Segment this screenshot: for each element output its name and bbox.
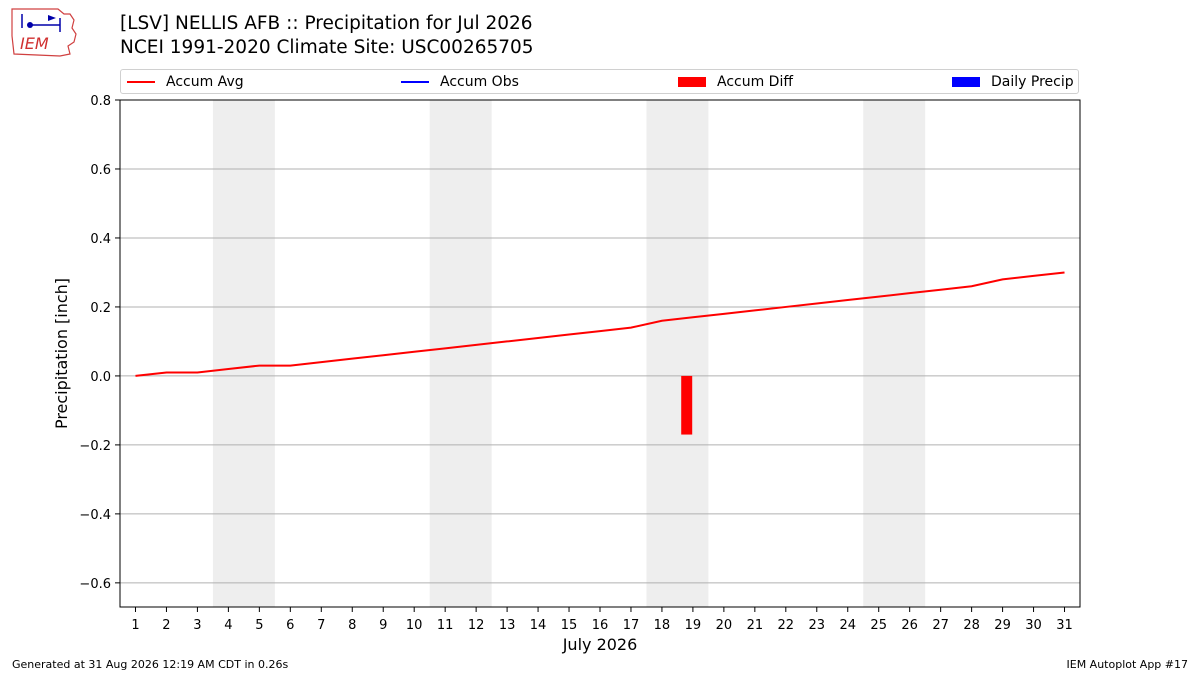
legend-swatch-accum-obs bbox=[401, 80, 429, 83]
x-tick-label: 31 bbox=[1056, 618, 1073, 633]
x-tick-label: 30 bbox=[1025, 618, 1042, 633]
x-tick-label: 26 bbox=[901, 618, 918, 633]
legend-item-daily-precip: Daily Precip bbox=[952, 70, 1074, 93]
weekend-band-0 bbox=[212, 100, 275, 607]
y-axis-label: Precipitation [inch] bbox=[52, 278, 71, 429]
weekend-band-2 bbox=[646, 100, 709, 607]
y-tick-label: 0.0 bbox=[90, 370, 111, 385]
legend-swatch-accum-avg bbox=[127, 80, 155, 83]
title-line-2: NCEI 1991-2020 Climate Site: USC00265705 bbox=[120, 37, 534, 58]
x-tick-label: 28 bbox=[963, 618, 980, 633]
footer-app: IEM Autoplot App #17 bbox=[1066, 658, 1189, 671]
x-tick-label: 11 bbox=[437, 618, 454, 633]
x-tick-label: 18 bbox=[654, 618, 671, 633]
legend-label-accum-obs: Accum Obs bbox=[440, 73, 519, 90]
accum-diff-bars bbox=[681, 375, 693, 435]
x-tick-label: 6 bbox=[286, 618, 294, 633]
x-axis: 1 2 3 4 5 6 7 8 9 10 11 12 13 14 15 16 17 18 19 20 21 22 23 24 2… bbox=[131, 607, 1073, 633]
x-tick-label: 24 bbox=[839, 618, 856, 633]
title-line-1: [LSV] NELLIS AFB :: Precipitation for Ju… bbox=[120, 13, 533, 34]
iem-logo-icon: IEM bbox=[11, 8, 77, 57]
x-tick-label: 27 bbox=[932, 618, 949, 633]
x-tick-label: 10 bbox=[406, 618, 423, 633]
legend-label-accum-diff: Accum Diff bbox=[717, 73, 794, 90]
x-tick-label: 4 bbox=[224, 618, 232, 633]
y-tick-label: 0.6 bbox=[90, 163, 111, 178]
y-tick-label: 0.2 bbox=[90, 301, 111, 316]
legend-swatch-daily-precip bbox=[952, 76, 980, 87]
x-tick-label: 1 bbox=[131, 618, 139, 633]
x-tick-label: 16 bbox=[592, 618, 609, 633]
y-tick-label: 0.8 bbox=[90, 94, 111, 109]
x-tick-label: 5 bbox=[255, 618, 263, 633]
x-tick-label: 3 bbox=[193, 618, 201, 633]
iem-logo: IEM bbox=[8, 6, 80, 58]
legend-label-daily-precip: Daily Precip bbox=[991, 73, 1074, 90]
x-tick-label: 19 bbox=[685, 618, 702, 633]
x-tick-label: 7 bbox=[317, 618, 325, 633]
chart-title: [LSV] NELLIS AFB :: Precipitation for Ju… bbox=[120, 12, 534, 60]
x-tick-label: 22 bbox=[778, 618, 795, 633]
y-tick-label: −0.6 bbox=[79, 577, 111, 592]
y-tick-label: −0.4 bbox=[79, 508, 111, 523]
legend-item-accum-diff: Accum Diff bbox=[678, 70, 793, 93]
x-tick-label: 14 bbox=[530, 618, 547, 633]
accum-diff-bar-0 bbox=[681, 375, 693, 435]
x-tick-label: 2 bbox=[162, 618, 170, 633]
accum-avg-line-group bbox=[135, 271, 1065, 377]
logo-text: IEM bbox=[20, 34, 49, 53]
x-tick-label: 17 bbox=[623, 618, 640, 633]
legend-item-accum-obs: Accum Obs bbox=[401, 70, 519, 93]
legend-label-accum-avg: Accum Avg bbox=[166, 73, 244, 90]
x-tick-label: 9 bbox=[379, 618, 387, 633]
x-tick-label: 8 bbox=[348, 618, 356, 633]
legend: Accum Avg Accum Obs Accum Diff Daily Pre… bbox=[120, 69, 1079, 94]
x-tick-label: 23 bbox=[809, 618, 826, 633]
x-tick-label: 25 bbox=[870, 618, 887, 633]
accum-avg-line bbox=[135, 271, 1065, 377]
x-tick-label: 12 bbox=[468, 618, 485, 633]
footer-generated: Generated at 31 Aug 2026 12:19 AM CDT in… bbox=[12, 658, 289, 671]
x-tick-label: 15 bbox=[561, 618, 578, 633]
y-tick-label: −0.2 bbox=[79, 439, 111, 454]
weekend-band-1 bbox=[429, 100, 492, 607]
x-axis-label: July 2026 bbox=[562, 635, 638, 654]
x-tick-label: 29 bbox=[994, 618, 1011, 633]
y-tick-label: 0.4 bbox=[90, 232, 111, 247]
y-axis: 0.8 0.6 0.4 0.2 0.0 −0.2 −0.4 −0.6 bbox=[79, 94, 120, 592]
x-tick-label: 20 bbox=[716, 618, 733, 633]
legend-item-accum-avg: Accum Avg bbox=[127, 70, 244, 93]
weekend-shading bbox=[212, 100, 926, 607]
weekend-band-3 bbox=[863, 100, 926, 607]
legend-swatch-accum-diff bbox=[678, 76, 706, 87]
x-tick-label: 21 bbox=[747, 618, 764, 633]
x-tick-label: 13 bbox=[499, 618, 516, 633]
